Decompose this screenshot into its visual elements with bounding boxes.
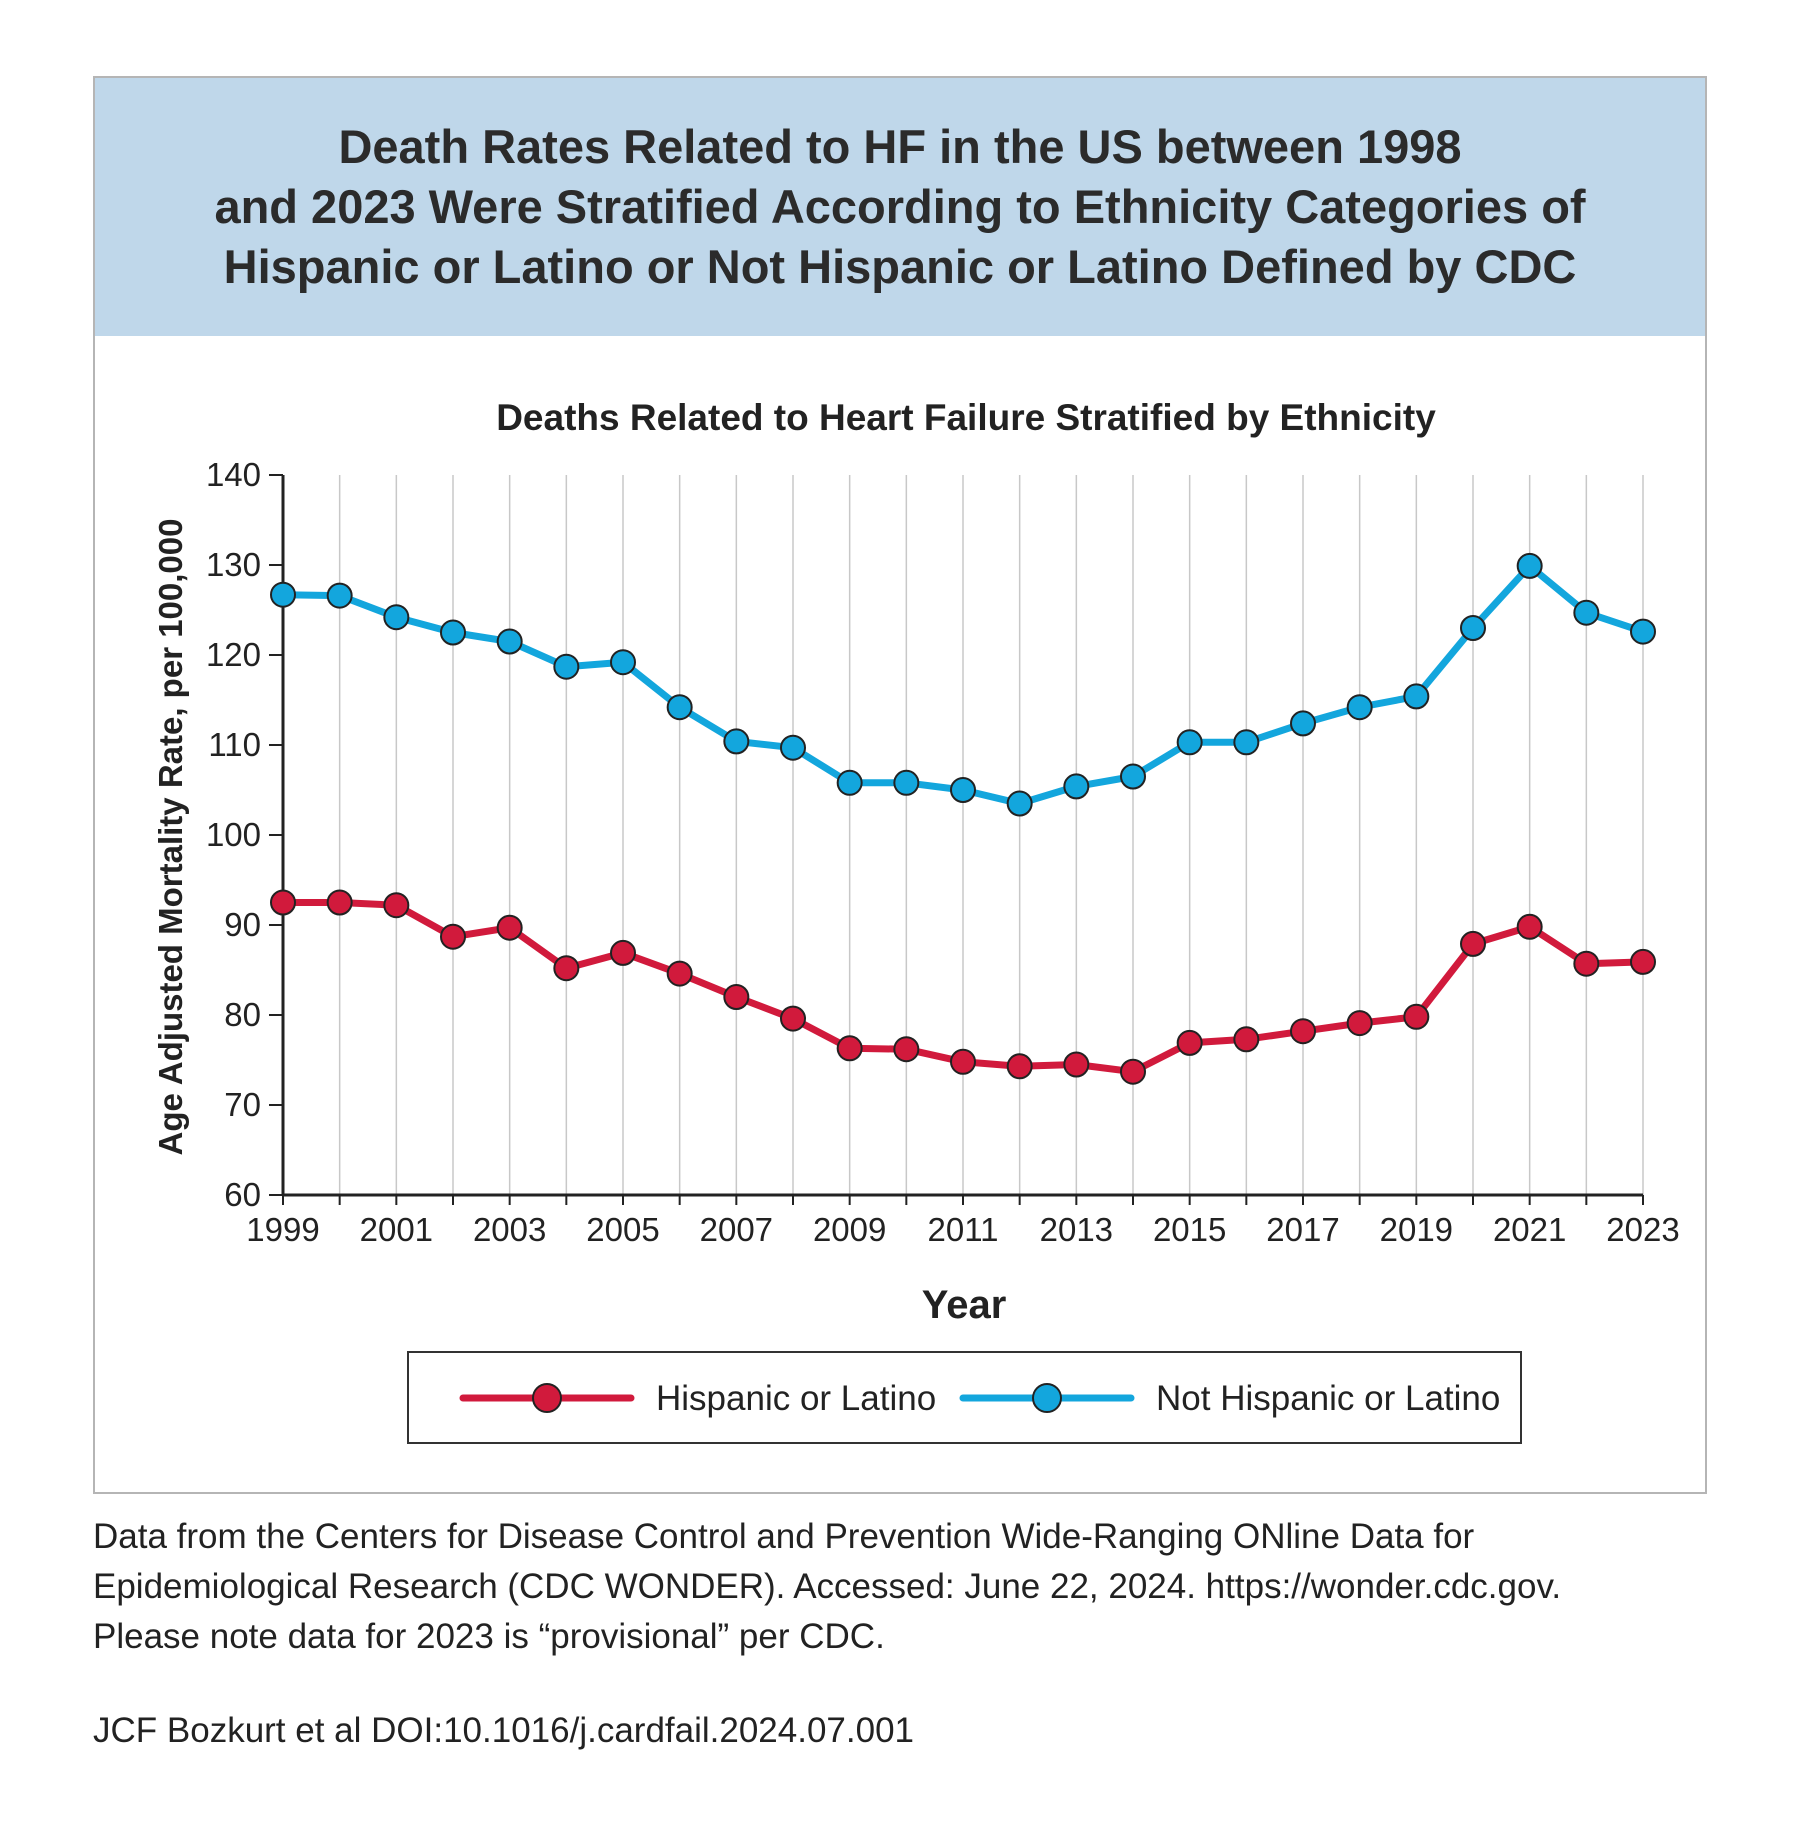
caption-line-1: Data from the Centers for Disease Contro… — [93, 1517, 1475, 1556]
x-tick-label: 2007 — [700, 1211, 773, 1248]
y-tick-label: 90 — [224, 906, 261, 943]
data-point — [1516, 552, 1543, 579]
figure-title-line-2: and 2023 Were Stratified According to Et… — [214, 180, 1586, 233]
y-tick-label: 140 — [206, 456, 261, 493]
figure-title-line-3: Hispanic or Latino or Not Hispanic or La… — [223, 240, 1577, 293]
data-point — [1290, 710, 1316, 737]
data-point — [1176, 729, 1203, 756]
data-point — [950, 777, 976, 803]
data-point — [780, 1005, 806, 1032]
data-point — [1346, 1010, 1373, 1037]
title-banner: Death Rates Related to HF in the US betw… — [95, 78, 1705, 336]
data-point — [1233, 729, 1260, 756]
data-point — [496, 914, 523, 941]
y-tick-label: 100 — [206, 816, 261, 853]
caption-line-3: Please note data for 2023 is “provisiona… — [93, 1617, 885, 1656]
data-point — [836, 1035, 863, 1062]
data-point — [1403, 683, 1430, 710]
caption-line-2: Epidemiological Research (CDC WONDER). A… — [93, 1567, 1562, 1606]
data-point — [1063, 773, 1090, 800]
x-tick-label: 2023 — [1606, 1211, 1679, 1248]
figure-title: Death Rates Related to HF in the US betw… — [174, 117, 1625, 297]
data-point — [1290, 1018, 1316, 1045]
x-tick-label: 2001 — [360, 1211, 433, 1248]
data-point — [440, 923, 466, 950]
data-point — [1346, 694, 1373, 721]
data-point — [1120, 1058, 1146, 1085]
x-axis-label: Year — [922, 1283, 1007, 1327]
x-tick-label: 2015 — [1153, 1211, 1226, 1248]
data-point — [610, 649, 636, 676]
data-point — [723, 728, 750, 755]
data-point — [666, 694, 693, 721]
legend-label: Hispanic or Latino — [656, 1379, 936, 1418]
data-point — [326, 582, 353, 609]
data-point — [553, 955, 580, 982]
x-tick-label: 2009 — [813, 1211, 886, 1248]
data-point — [950, 1048, 976, 1075]
figure-title-line-1: Death Rates Related to HF in the US betw… — [338, 120, 1462, 173]
chart-title: Deaths Related to Heart Failure Stratifi… — [496, 397, 1436, 438]
x-tick-label: 2021 — [1493, 1211, 1566, 1248]
x-tick-label: 2003 — [473, 1211, 546, 1248]
data-point — [893, 1036, 920, 1063]
axes: 60 70 80 90 100 110 120 130 140 1999 2001 2003 2005 2… — [206, 456, 1680, 1248]
data-point — [383, 892, 410, 919]
x-tick-label: 2017 — [1266, 1211, 1339, 1248]
data-point — [1176, 1029, 1203, 1056]
series-points — [270, 552, 1656, 1085]
data-point — [1630, 948, 1656, 975]
x-tick-label: 2019 — [1380, 1211, 1453, 1248]
data-point — [1233, 1026, 1260, 1053]
data-point — [723, 984, 750, 1010]
data-point — [326, 889, 353, 916]
legend-marker — [532, 1383, 562, 1413]
citation: JCF Bozkurt et al DOI:10.1016/j.cardfail… — [93, 1711, 915, 1750]
line-chart: Deaths Related to Heart Failure Stratifi… — [152, 397, 1680, 1444]
y-tick-label: 80 — [224, 996, 261, 1033]
y-tick-label: 130 — [206, 546, 261, 583]
data-point — [610, 939, 636, 966]
data-point — [1630, 618, 1656, 645]
legend-marker — [1032, 1383, 1062, 1413]
x-tick-label: 2005 — [586, 1211, 659, 1248]
data-point — [1006, 790, 1033, 817]
y-tick-label: 120 — [206, 636, 261, 673]
data-point — [1460, 930, 1486, 957]
legend: Hispanic or Latino Not Hispanic or Latino — [407, 1351, 1522, 1444]
x-tick-label: 2011 — [928, 1211, 999, 1248]
data-point — [496, 628, 523, 655]
x-tick-label: 2013 — [1040, 1211, 1113, 1248]
data-point — [383, 604, 410, 631]
data-point — [1573, 950, 1600, 977]
data-point — [1573, 599, 1600, 626]
data-point — [1063, 1051, 1090, 1078]
data-point — [893, 769, 920, 796]
data-point — [780, 734, 806, 761]
data-point — [1120, 763, 1146, 790]
data-point — [1403, 1003, 1430, 1030]
data-point — [440, 619, 466, 646]
gridlines — [338, 475, 1644, 1195]
y-tick-label: 110 — [208, 726, 261, 763]
figure-frame: Death Rates Related to HF in the US betw… — [93, 76, 1707, 1494]
data-point — [1460, 615, 1486, 641]
data-point — [1006, 1053, 1033, 1080]
data-point — [270, 581, 296, 608]
source-caption: Data from the Centers for Disease Contro… — [93, 1512, 1713, 1662]
y-tick-label: 60 — [224, 1176, 261, 1213]
data-point — [1516, 913, 1543, 940]
x-tick-label: 1999 — [246, 1211, 319, 1248]
data-point — [666, 960, 693, 987]
y-axis-label: Age Adjusted Mortality Rate, per 100,000 — [152, 519, 189, 1156]
data-point — [553, 653, 580, 680]
data-point — [270, 889, 296, 916]
y-tick-label: 70 — [224, 1086, 261, 1123]
data-point — [836, 769, 863, 796]
legend-label: Not Hispanic or Latino — [1156, 1379, 1500, 1418]
